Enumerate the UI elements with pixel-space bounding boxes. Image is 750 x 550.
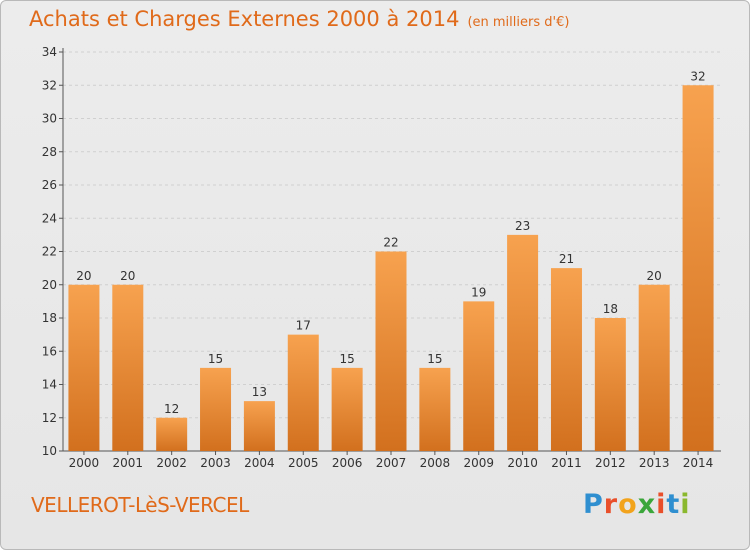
y-tick-label: 26 (42, 178, 57, 192)
x-tick-label: 2005 (288, 456, 319, 470)
bar (375, 251, 407, 451)
y-tick-label: 18 (42, 311, 57, 325)
bar (682, 85, 714, 451)
bar (243, 401, 275, 451)
y-tick-label: 24 (42, 211, 57, 225)
data-label: 23 (515, 219, 530, 233)
y-tick-label: 32 (42, 78, 57, 92)
y-tick-label: 10 (42, 444, 57, 458)
data-label: 15 (339, 352, 354, 366)
data-labels: 20 20 12 15 13 17 15 22 15 19 23 21 18 20 32 (76, 69, 705, 416)
bar (550, 268, 582, 451)
x-tick-label: 2013 (639, 456, 670, 470)
data-label: 15 (208, 352, 223, 366)
data-label: 12 (164, 402, 179, 416)
chart-title-text: Achats et Charges Externes 2000 à 2014 (29, 7, 460, 31)
data-label: 15 (427, 352, 442, 366)
x-tick-label: 2011 (551, 456, 582, 470)
y-tick-label: 30 (42, 112, 57, 126)
x-tick-label: 2003 (200, 456, 231, 470)
bar (507, 234, 539, 451)
y-tick-label: 20 (42, 278, 57, 292)
y-tick-label: 16 (42, 344, 57, 358)
x-tick-label: 2006 (332, 456, 363, 470)
bar (156, 417, 188, 451)
y-tick-label: 28 (42, 145, 57, 159)
y-tick-label: 22 (42, 245, 57, 259)
data-label: 19 (471, 285, 486, 299)
x-tick-label: 2000 (69, 456, 100, 470)
bar (419, 367, 451, 451)
logo-letter: i (656, 489, 667, 520)
data-label: 20 (647, 269, 662, 283)
logo-letter: t (666, 489, 681, 520)
logo-letter: x (637, 489, 657, 520)
data-label: 17 (296, 319, 311, 333)
bar (287, 334, 319, 451)
data-label: 20 (120, 269, 135, 283)
bar (331, 367, 363, 451)
chart-unit: (en milliers d'€) (467, 15, 570, 30)
data-label: 18 (603, 302, 618, 316)
proxiti-logo: Proxiti (583, 489, 691, 520)
x-tick-label: 2002 (156, 456, 187, 470)
data-label: 21 (559, 252, 574, 266)
x-tick-label: 2001 (113, 456, 144, 470)
logo-letter: P (583, 489, 604, 520)
x-tick-label: 2004 (244, 456, 275, 470)
bar (594, 318, 626, 451)
y-tick-label: 12 (42, 411, 57, 425)
logo-letter: i (680, 489, 691, 520)
x-tick-label: 2014 (683, 456, 714, 470)
data-label: 20 (76, 269, 91, 283)
x-tick-label: 2009 (463, 456, 494, 470)
data-label: 22 (383, 236, 398, 250)
bar (112, 284, 144, 451)
logo-letter: o (618, 489, 638, 520)
data-label: 13 (252, 385, 267, 399)
y-tick-label: 14 (42, 378, 57, 392)
x-tick-label: 2007 (376, 456, 407, 470)
x-tick-label: 2012 (595, 456, 626, 470)
logo-letter: r (603, 489, 619, 520)
bar (68, 284, 100, 451)
x-tick-label: 2008 (420, 456, 451, 470)
commune-name: VELLEROT-LèS-VERCEL (31, 493, 249, 517)
data-label: 32 (690, 69, 705, 83)
bar (463, 301, 495, 451)
x-tick-label: 2010 (507, 456, 538, 470)
y-tick-label: 34 (42, 45, 57, 59)
bar (638, 284, 670, 451)
bars (68, 85, 714, 451)
chart-title: Achats et Charges Externes 2000 à 2014 (e… (29, 7, 569, 31)
bar (200, 367, 232, 451)
